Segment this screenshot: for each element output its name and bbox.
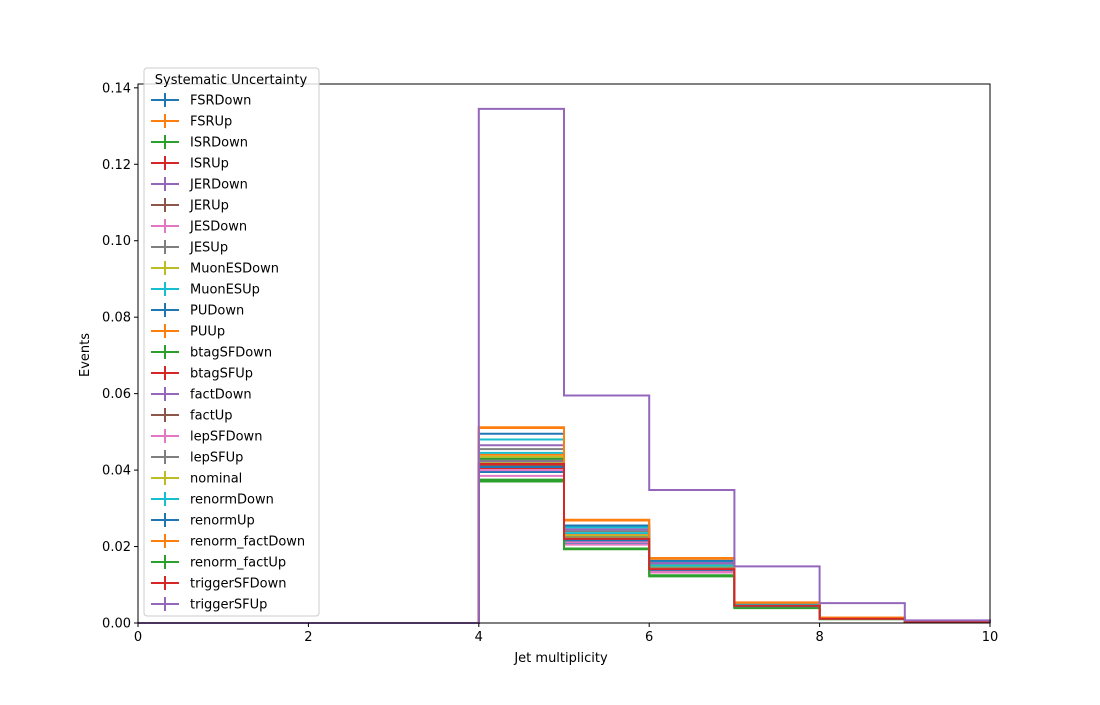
- x-tick-label: 8: [815, 630, 823, 645]
- x-axis: 0 2 4 6 8 10: [134, 623, 998, 645]
- legend-label: JERUp: [189, 199, 229, 214]
- y-tick-label: 0.02: [102, 540, 131, 555]
- legend-label: JESUp: [189, 241, 228, 256]
- plot-frame: [137, 83, 991, 624]
- legend-label: btagSFDown: [190, 346, 272, 361]
- legend-box: [143, 67, 320, 617]
- legend-label: ISRDown: [190, 136, 248, 151]
- legend-item-renormUp: renormUp: [151, 513, 255, 529]
- legend-item-JESUp: JESUp: [151, 240, 228, 256]
- legend-label: lepSFDown: [190, 430, 262, 445]
- legend-item-triggerSFDown: triggerSFDown: [151, 576, 286, 592]
- x-tick-label: 10: [982, 630, 999, 645]
- y-tick-label: 0.08: [102, 311, 131, 326]
- legend: Systematic Uncertainty FSRDown FSRUp ISRDo…: [143, 67, 320, 617]
- legend-label: PUDown: [190, 304, 244, 319]
- legend-label: factDown: [190, 388, 252, 403]
- legend-item-FSRDown: FSRDown: [151, 93, 251, 109]
- legend-label: JERDown: [189, 178, 248, 193]
- legend-label: btagSFUp: [190, 367, 253, 382]
- legend-label: triggerSFUp: [190, 598, 267, 613]
- x-axis-label: Jet multiplicity: [513, 651, 608, 666]
- legend-label: FSRDown: [190, 94, 251, 109]
- y-tick-label: 0.12: [102, 158, 131, 173]
- legend-item-FSRUp: FSRUp: [151, 114, 232, 130]
- legend-item-MuonESUp: MuonESUp: [151, 282, 260, 298]
- x-tick-label: 2: [304, 630, 312, 645]
- legend-item-nominal: nominal: [151, 471, 242, 487]
- y-tick-label: 0.00: [102, 617, 131, 632]
- x-tick-label: 0: [134, 630, 142, 645]
- legend-label: MuonESDown: [190, 262, 279, 277]
- legend-item-PUDown: PUDown: [151, 303, 244, 319]
- legend-title: Systematic Uncertainty: [155, 73, 308, 88]
- legend-item-renorm_factDown: renorm_factDown: [151, 534, 305, 550]
- x-tick-label: 4: [475, 630, 483, 645]
- legend-label: PUUp: [190, 325, 225, 340]
- y-tick-label: 0.14: [102, 81, 131, 96]
- legend-item-ISRDown: ISRDown: [151, 135, 248, 151]
- legend-label: lepSFUp: [190, 451, 243, 466]
- legend-label: renorm_factUp: [190, 556, 286, 571]
- legend-label: ISRUp: [190, 157, 229, 172]
- legend-item-JERDown: JERDown: [151, 177, 248, 193]
- legend-label: FSRUp: [190, 115, 232, 130]
- legend-item-triggerSFUp: triggerSFUp: [151, 597, 267, 613]
- legend-item-JESDown: JESDown: [151, 219, 247, 235]
- legend-label: renormDown: [190, 493, 274, 508]
- legend-item-factDown: factDown: [151, 387, 252, 403]
- legend-label: renormUp: [190, 514, 255, 529]
- y-tick-label: 0.04: [102, 464, 131, 479]
- legend-item-MuonESDown: MuonESDown: [151, 261, 279, 277]
- y-tick-label: 0.10: [102, 234, 131, 249]
- legend-label: triggerSFDown: [190, 577, 286, 592]
- legend-items: FSRDown FSRUp ISRDown ISRUp JERDown JERUp JESD…: [151, 93, 305, 613]
- legend-item-lepSFUp: lepSFUp: [151, 450, 243, 466]
- legend-item-lepSFDown: lepSFDown: [151, 429, 262, 445]
- legend-item-JERUp: JERUp: [151, 198, 229, 214]
- legend-item-PUUp: PUUp: [151, 324, 225, 340]
- legend-label: nominal: [190, 472, 242, 487]
- y-axis-label: Events: [78, 333, 93, 377]
- legend-item-renormDown: renormDown: [151, 492, 274, 508]
- legend-item-btagSFUp: btagSFUp: [151, 366, 253, 382]
- legend-item-ISRUp: ISRUp: [151, 156, 229, 172]
- y-tick-label: 0.06: [102, 387, 131, 402]
- legend-label: factUp: [190, 409, 233, 424]
- legend-label: renorm_factDown: [190, 535, 305, 550]
- legend-label: JESDown: [189, 220, 247, 235]
- legend-item-btagSFDown: btagSFDown: [151, 345, 272, 361]
- legend-item-factUp: factUp: [151, 408, 233, 424]
- y-axis: 0.00 0.02 0.04 0.06 0.08 0.10 0.12 0.14: [102, 81, 138, 632]
- legend-label: MuonESUp: [190, 283, 260, 298]
- x-tick-label: 6: [645, 630, 653, 645]
- legend-item-renorm_factUp: renorm_factUp: [151, 555, 286, 571]
